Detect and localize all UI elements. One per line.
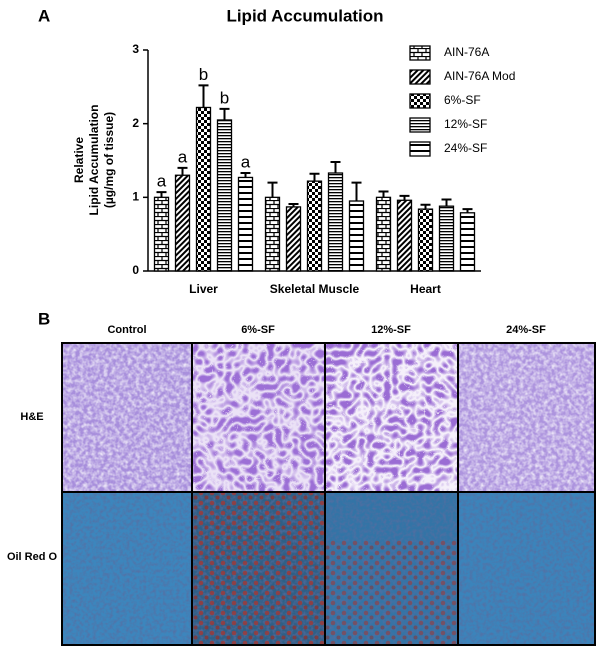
texture [192,343,325,492]
significance-letter: b [220,88,229,107]
y-label-line: Lipid Accumulation [87,105,101,216]
column-header: Control [107,324,146,336]
error-bar [399,194,410,201]
error-bar [378,190,389,198]
bar [285,206,302,272]
panel-label: A [38,6,50,25]
error-bar [219,107,230,120]
legend-swatch [409,117,431,133]
column-header: 6%-SF [241,324,275,336]
bar [216,119,233,272]
micrograph-grid [61,342,596,646]
error-bar [198,84,209,108]
y-label-line: Relative [72,137,86,183]
error-bar [351,181,362,202]
column-header: 24%-SF [506,324,546,336]
y-label-line: (µg/mg of tissue) [102,112,116,208]
significance-letter: a [241,153,251,172]
y-tick-label: 2 [132,116,139,130]
bar [174,174,191,272]
lipid-droplets [325,540,458,645]
significance-letter: a [178,147,188,166]
bar [153,196,170,272]
column-header: 12%-SF [371,324,411,336]
error-bar [156,191,167,198]
y-tick-label: 3 [132,42,139,56]
error-bar [309,172,320,182]
texture [62,492,192,645]
bar [237,176,254,272]
error-bar [420,203,431,210]
x-tick-label: Skeletal Muscle [270,282,360,296]
y-tick-label: 0 [132,263,139,277]
legend-swatch [409,45,431,61]
panel-label: B [38,309,50,328]
error-bar [288,202,299,207]
row-header-box: Oil Red O [6,551,58,563]
legend-swatch [409,69,431,85]
bar [306,180,323,272]
bar [459,212,476,272]
x-tick-label: Liver [189,282,218,296]
texture [325,343,458,492]
error-bar [462,208,473,213]
chart-title: Lipid Accumulation [226,6,383,25]
legend-swatch [409,141,431,157]
legend-swatch [409,93,431,109]
grid-border [61,342,596,646]
legend-label: 12%-SF [444,117,487,131]
error-bar [441,198,452,207]
error-bar [240,172,251,178]
y-tick-label: 1 [132,190,139,204]
texture [458,492,595,645]
legend-label: AIN-76A [444,45,489,59]
lipid-droplets [192,492,325,645]
significance-letter: a [157,172,167,191]
texture [62,343,192,492]
legend-label: AIN-76A Mod [444,69,515,83]
bar [417,208,434,272]
bar [396,199,413,272]
legend-label: 6%-SF [444,93,481,107]
error-bar [177,166,188,176]
row-header: H&E [20,411,43,423]
bar [195,106,212,272]
bar [264,196,281,272]
bar [327,172,344,272]
y-axis-label: Relative Lipid Accumulation (µg/mg of ti… [72,105,116,216]
significance-letter: b [199,65,208,84]
legend-label: 24%-SF [444,141,487,155]
texture [458,343,595,492]
grid-divider [62,343,595,645]
x-tick-label: Heart [410,282,441,296]
error-bar [330,160,341,174]
error-bar [267,181,278,198]
bar [375,196,392,272]
row-header: Oil Red O [6,551,58,563]
bar [438,205,455,272]
bar [348,200,365,272]
